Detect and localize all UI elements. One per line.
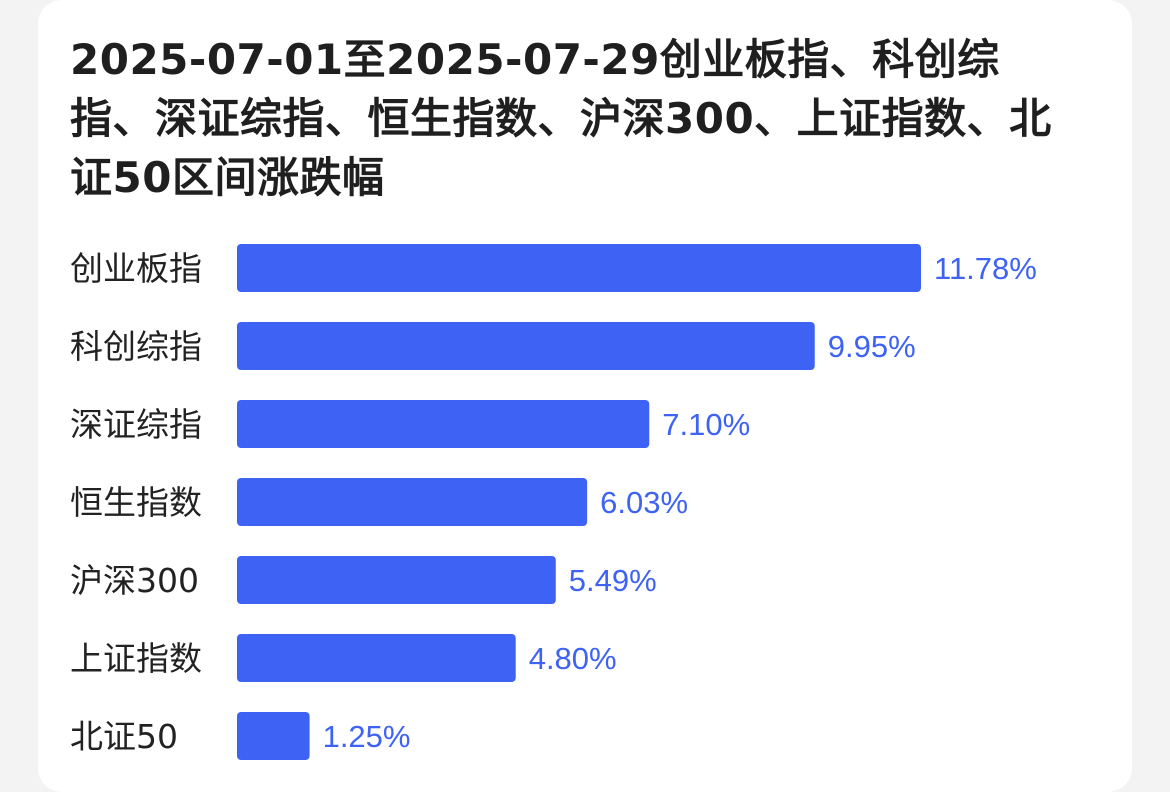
category-label: 恒生指数 <box>70 483 202 522</box>
bar <box>237 322 815 370</box>
category-label: 深证综指 <box>70 405 202 444</box>
bar <box>237 478 588 526</box>
value-label: 6.03% <box>600 485 688 520</box>
bar <box>237 556 556 604</box>
chart-title: 2025-07-01至2025-07-29创业板指、科创综指、深证综指、恒生指数… <box>70 35 1052 202</box>
category-label: 科创综指 <box>70 327 202 366</box>
category-label: 沪深300 <box>70 561 199 600</box>
category-label: 创业板指 <box>70 249 202 288</box>
bar <box>237 712 310 760</box>
chart-card <box>38 0 1132 792</box>
category-label: 北证50 <box>70 717 178 756</box>
value-label: 5.49% <box>569 563 657 598</box>
value-label: 1.25% <box>323 719 411 754</box>
value-label: 7.10% <box>662 407 750 442</box>
value-label: 9.95% <box>828 329 916 364</box>
category-label: 上证指数 <box>70 639 202 678</box>
bar <box>237 634 516 682</box>
value-label: 11.78% <box>934 251 1037 286</box>
bar <box>237 400 650 448</box>
value-label: 4.80% <box>529 641 617 676</box>
bar <box>237 244 921 292</box>
